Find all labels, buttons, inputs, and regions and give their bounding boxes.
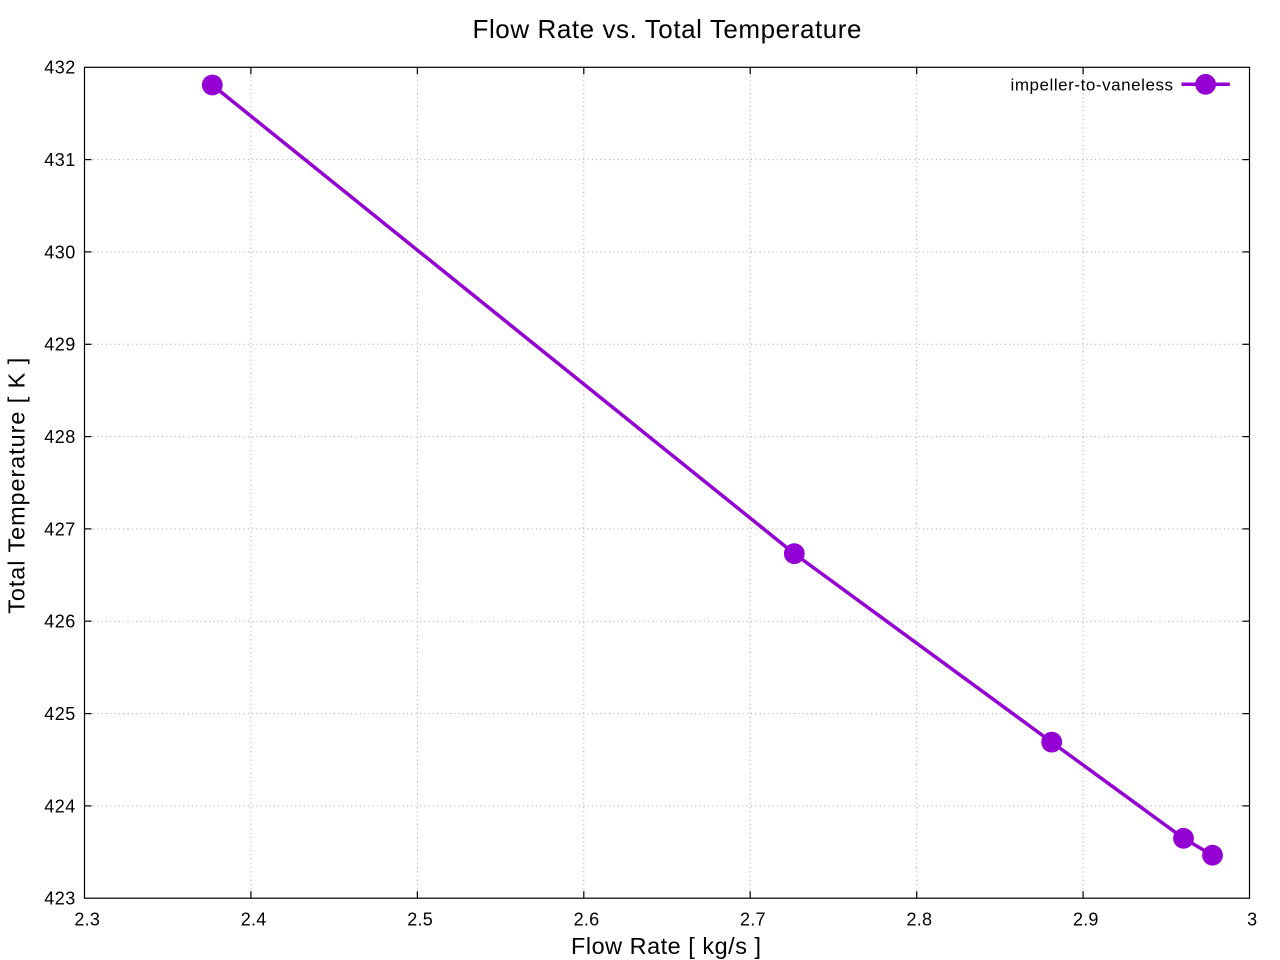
svg-text:432: 432	[44, 58, 75, 78]
svg-text:424: 424	[44, 796, 75, 816]
svg-text:431: 431	[44, 150, 75, 170]
svg-text:2.4: 2.4	[241, 909, 267, 929]
svg-text:426: 426	[44, 612, 75, 632]
svg-text:423: 423	[44, 889, 75, 909]
svg-text:2.8: 2.8	[907, 909, 933, 929]
svg-text:427: 427	[44, 519, 75, 539]
svg-text:428: 428	[44, 427, 75, 447]
svg-text:2.5: 2.5	[407, 909, 433, 929]
svg-text:Flow Rate vs. Total Temperatur: Flow Rate vs. Total Temperature	[473, 14, 862, 44]
svg-text:2.9: 2.9	[1073, 909, 1099, 929]
svg-text:impeller-to-vaneless: impeller-to-vaneless	[1011, 75, 1174, 94]
svg-text:3: 3	[1247, 909, 1257, 929]
svg-text:2.6: 2.6	[574, 909, 600, 929]
svg-text:2.3: 2.3	[74, 909, 100, 929]
svg-text:425: 425	[44, 704, 75, 724]
svg-text:Total Temperature [ K ]: Total Temperature [ K ]	[3, 358, 29, 614]
svg-text:430: 430	[44, 242, 75, 262]
svg-text:Flow Rate [ kg/s ]: Flow Rate [ kg/s ]	[571, 933, 761, 959]
svg-text:429: 429	[44, 335, 75, 355]
svg-text:2.7: 2.7	[740, 909, 766, 929]
